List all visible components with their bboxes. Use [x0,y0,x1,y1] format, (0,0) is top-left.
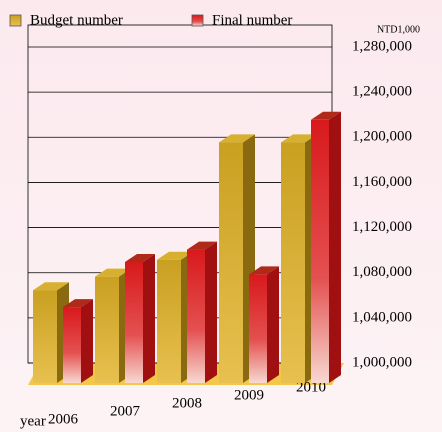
bar-side [329,111,341,384]
legend-label: Final number [212,12,292,28]
bar-side [81,299,93,383]
bar [249,274,267,383]
y-tick-label: 1,200,000 [352,129,412,145]
bar-side [205,241,217,383]
bar [311,119,329,384]
bar-top [157,251,193,260]
x-tick-label: 2008 [172,395,202,411]
bar-top [281,134,317,143]
bar-side [267,266,279,383]
bar [219,142,243,383]
unit-label: NTD1,000 [377,24,420,35]
x-tick-label: 2010 [296,379,326,395]
y-tick-label: 1,120,000 [352,219,412,235]
y-tick-label: 1,160,000 [352,174,412,190]
legend-label: Budget number [30,12,123,28]
y-tick-label: 1,240,000 [352,84,412,100]
bar-side [143,253,155,383]
x-axis-label: year [20,413,46,429]
y-tick-label: 1,080,000 [352,264,412,280]
bar-top [219,134,255,143]
y-tick-label: 1,040,000 [352,309,412,325]
legend-swatch [9,14,22,27]
bar-top [33,282,69,291]
y-tick-label: 1,280,000 [352,38,412,54]
bar [63,307,81,383]
y-tick-label: 1,000,000 [352,354,412,370]
bar [157,259,181,383]
x-tick-label: 2006 [48,411,79,427]
bar-top [187,241,217,250]
bar [187,249,205,383]
bar [95,276,119,383]
bar [125,261,143,383]
bar-top [95,268,131,277]
bar-top [249,266,279,275]
bar-top [63,299,93,308]
bar [281,142,305,383]
bar [33,290,57,383]
legend-swatch [191,14,204,27]
bar-top [311,111,341,120]
x-tick-label: 2007 [110,403,141,419]
x-tick-label: 2009 [234,387,264,403]
bar-top [125,253,155,262]
